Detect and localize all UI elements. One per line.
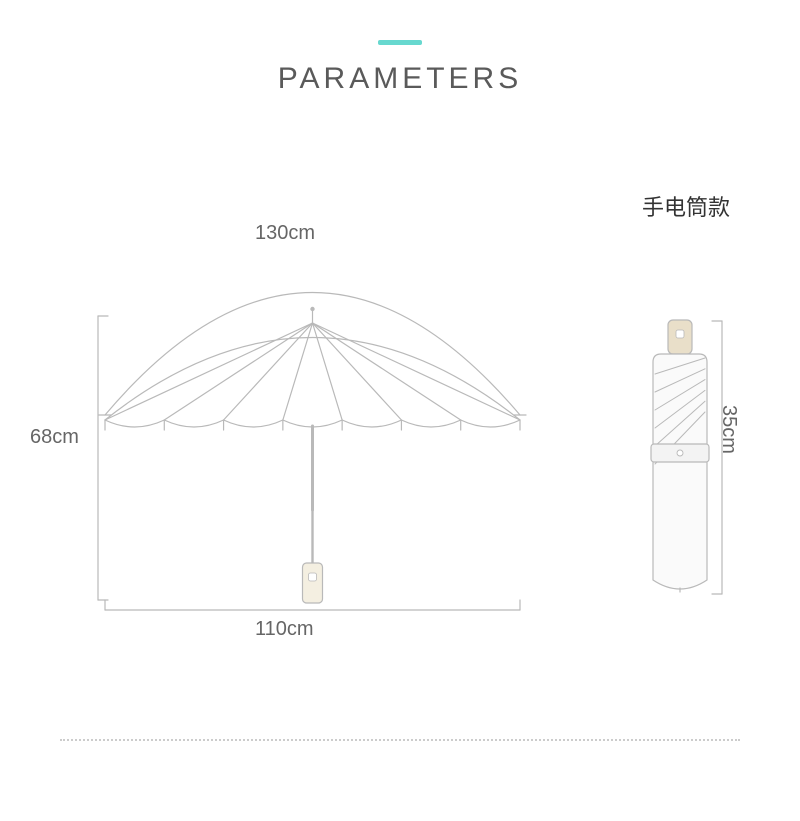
divider bbox=[60, 739, 740, 741]
parameters-diagram bbox=[0, 0, 800, 821]
page-root: PARAMETERS 手电筒款 130cm 68cm 110cm 35cm bbox=[0, 0, 800, 821]
